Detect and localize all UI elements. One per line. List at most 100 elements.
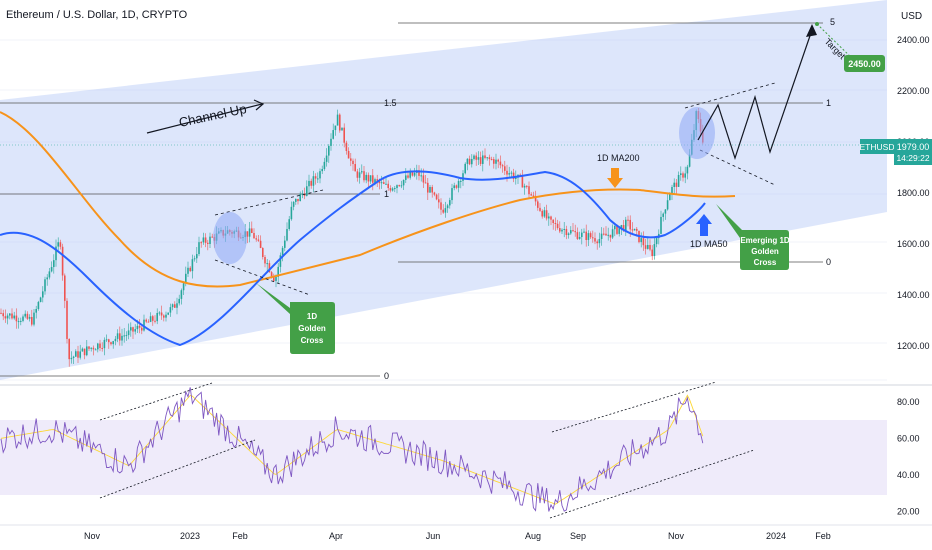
candle-body xyxy=(17,321,20,323)
candle-body xyxy=(152,316,154,321)
candle-body xyxy=(552,219,554,223)
candle-body xyxy=(277,266,279,277)
candle-body xyxy=(44,279,46,292)
candle-body xyxy=(627,219,629,221)
candle-body xyxy=(358,172,361,178)
candle-body xyxy=(9,313,11,316)
price-axis[interactable]: 2400.002200.002000.001800.001600.001400.… xyxy=(897,35,930,351)
candle-body xyxy=(605,233,607,236)
candle-body xyxy=(310,180,312,186)
candle-body xyxy=(603,233,605,235)
candle-body xyxy=(675,182,678,187)
candle-body xyxy=(259,240,262,249)
price-tick-0: 2400.00 xyxy=(897,35,930,45)
ticker-badge xyxy=(860,139,894,154)
candle-body xyxy=(532,195,535,197)
candle-body xyxy=(6,315,9,319)
candle-body xyxy=(563,228,565,230)
candle-body xyxy=(70,357,73,360)
candle-body xyxy=(545,210,548,219)
rsi-line xyxy=(0,387,704,512)
candle-body xyxy=(515,177,517,179)
candle-body xyxy=(548,216,550,219)
fib-label-0-low: 0 xyxy=(384,371,389,381)
candle-body xyxy=(455,185,458,188)
candle-body xyxy=(196,254,198,259)
candle-body xyxy=(262,248,264,257)
candle-body xyxy=(350,158,352,161)
ma200-arrow xyxy=(607,168,623,188)
candle-body xyxy=(279,255,282,267)
candle-body xyxy=(75,351,77,357)
candle-body xyxy=(457,180,460,188)
rsi-axis[interactable]: 80.00 60.00 40.00 20.00 xyxy=(897,397,920,517)
candle-body xyxy=(422,175,425,183)
symbol-title: Ethereum / U.S. Dollar, 1D, CRYPTO xyxy=(6,9,188,21)
candle-body xyxy=(473,155,475,160)
candle-body xyxy=(488,157,491,160)
candle-body xyxy=(389,188,392,191)
candle-body xyxy=(134,329,136,332)
candle-body xyxy=(407,175,409,178)
candle-body xyxy=(594,238,596,242)
time-axis[interactable]: Nov 2023 Feb Apr Jun Aug Sep Nov 2024 Feb xyxy=(84,531,831,541)
candle-body xyxy=(372,175,374,183)
candle-body xyxy=(317,178,319,180)
candle-body xyxy=(497,159,499,162)
candle-body xyxy=(578,237,581,239)
candle-body xyxy=(308,180,310,187)
golden-cross-callout xyxy=(256,283,335,354)
candle-body xyxy=(319,171,321,179)
candle-body xyxy=(554,222,557,224)
price-tick-1: 2200.00 xyxy=(897,86,930,96)
candles xyxy=(0,107,704,367)
candle-body xyxy=(251,228,253,233)
candle-body xyxy=(574,231,576,233)
currency-label[interactable]: USD xyxy=(901,11,923,22)
candle-body xyxy=(495,159,497,164)
candle-body xyxy=(468,158,471,165)
candle-body xyxy=(211,236,213,238)
candle-body xyxy=(449,200,451,206)
candle-body xyxy=(0,312,2,314)
candle-body xyxy=(622,225,625,231)
candle-body xyxy=(688,154,691,167)
candle-body xyxy=(354,164,356,172)
candle-body xyxy=(451,188,453,201)
candle-body xyxy=(64,275,66,301)
candle-body xyxy=(103,339,106,349)
candle-body xyxy=(686,166,689,174)
candle-body xyxy=(22,316,24,321)
candle-body xyxy=(191,259,194,272)
candle-body xyxy=(202,237,205,243)
candle-body xyxy=(116,333,119,339)
candle-body xyxy=(112,341,114,345)
price-tick-6: 1200.00 xyxy=(897,341,930,351)
candle-body xyxy=(402,179,405,186)
ma200-label: 1D MA200 xyxy=(597,153,640,163)
candle-body xyxy=(37,301,40,309)
candle-body xyxy=(77,351,79,358)
candle-body xyxy=(561,229,563,232)
candle-body xyxy=(365,174,367,181)
candle-body xyxy=(48,271,51,278)
candle-body xyxy=(141,327,143,331)
rsi-channel-lines xyxy=(99,381,755,519)
candle-body xyxy=(380,182,383,184)
candle-body xyxy=(336,114,339,126)
candle-body xyxy=(651,249,653,257)
candle-body xyxy=(189,267,191,272)
candle-body xyxy=(501,165,504,167)
candle-body xyxy=(506,170,508,175)
candle-body xyxy=(68,338,70,360)
candle-body xyxy=(119,333,121,341)
candle-body xyxy=(394,188,396,190)
highlight-ellipse-left xyxy=(213,212,247,264)
candle-body xyxy=(334,125,337,131)
candle-body xyxy=(550,216,552,220)
candle-body xyxy=(90,347,92,349)
candle-body xyxy=(677,175,680,187)
candle-body xyxy=(138,325,141,328)
candle-body xyxy=(629,219,631,230)
